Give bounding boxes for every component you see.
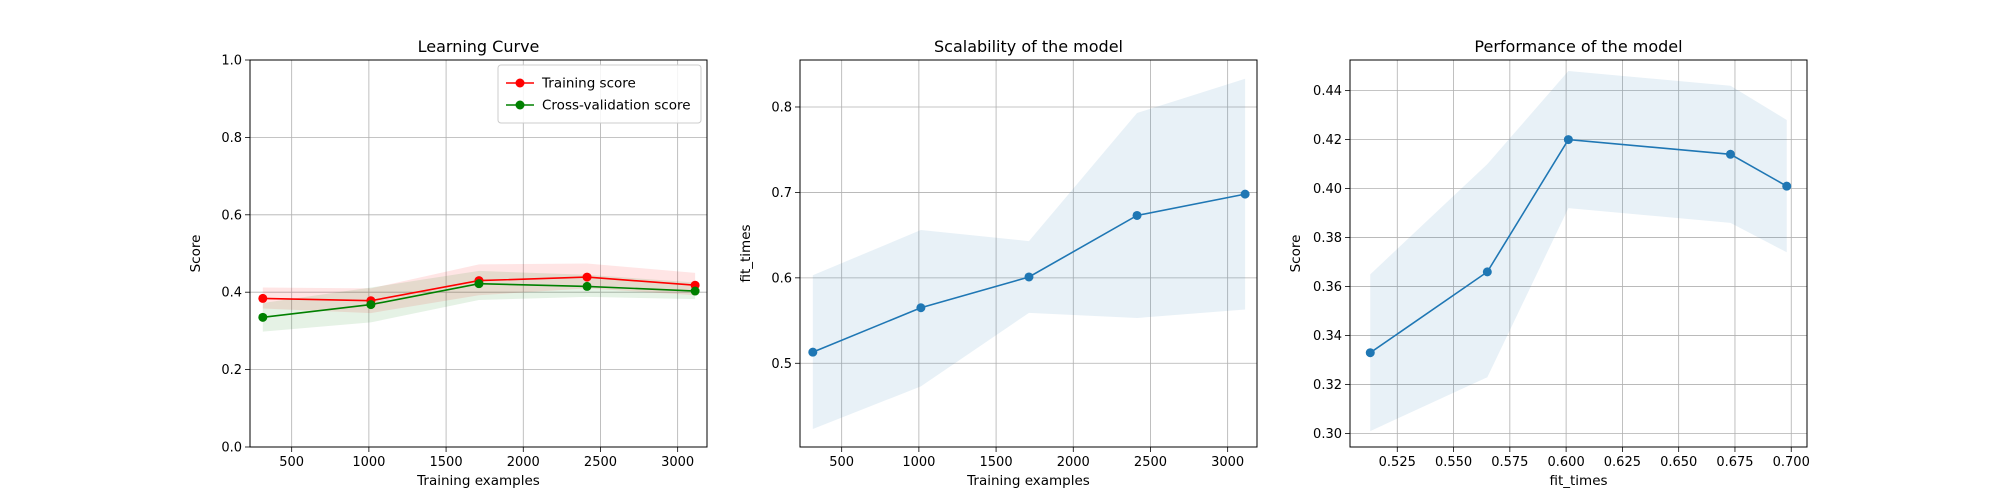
series-1-point	[1482, 267, 1492, 277]
series-1-point	[258, 293, 268, 303]
plot-area-frame	[1349, 59, 1808, 448]
y-tick-label: 0.44	[1313, 84, 1342, 99]
series-1-confidence-band	[812, 78, 1246, 430]
x-tick-label: 0.650	[1660, 455, 1697, 470]
x-tick-label: 2000	[507, 455, 540, 470]
x-axis-label: Training examples	[416, 473, 540, 489]
x-axis-label: Training examples	[966, 473, 1090, 489]
x-tick-label: 2500	[1134, 455, 1167, 470]
x-tick-label: 500	[829, 455, 854, 470]
legend-label-2: Cross-validation score	[542, 98, 691, 114]
legend-box	[497, 64, 702, 124]
series-1-point	[1132, 210, 1142, 220]
legend-marker-2	[515, 100, 525, 110]
chart-title: Learning Curve	[418, 37, 540, 56]
x-tick-label: 0.550	[1435, 455, 1472, 470]
x-tick-label: 2500	[584, 455, 617, 470]
y-tick-label: 1.0	[221, 54, 242, 69]
y-tick-label: 0.2	[221, 363, 242, 378]
chart-panel-1: 500 1000 1500 2000 2500 3000 0.0 0.2 0.4 0.6 0.8 1.…	[188, 37, 708, 489]
y-tick-label: 0.8	[771, 100, 792, 115]
y-axis-label: fit_times	[738, 224, 754, 282]
x-tick-label: 500	[279, 455, 304, 470]
series-1-point	[1365, 348, 1375, 358]
chart-title: Scalability of the model	[934, 37, 1123, 56]
series-1-point	[808, 347, 818, 357]
y-tick-label: 0.4	[221, 286, 242, 301]
plot-area-frame	[249, 59, 708, 448]
x-axis-label: fit_times	[1549, 473, 1607, 489]
x-tick-label: 1000	[352, 455, 385, 470]
series-1-confidence-band	[1370, 71, 1787, 432]
x-tick-label: 0.525	[1379, 455, 1416, 470]
x-tick-label: 0.675	[1716, 455, 1753, 470]
series-2-point	[258, 312, 268, 322]
y-tick-label: 0.36	[1313, 280, 1342, 295]
chart-panel-3: 0.525 0.550 0.575 0.600 0.625 0.650 0.675 0.700…	[1288, 37, 1810, 489]
x-tick-label: 0.700	[1773, 455, 1810, 470]
x-tick-label: 3000	[1211, 455, 1244, 470]
x-tick-label: 1500	[430, 455, 463, 470]
series-1-point	[1563, 135, 1573, 145]
y-tick-label: 0.40	[1313, 182, 1342, 197]
x-tick-label: 0.625	[1604, 455, 1641, 470]
x-tick-label: 0.600	[1548, 455, 1585, 470]
y-tick-label: 0.32	[1313, 378, 1342, 393]
series-2-point	[690, 286, 700, 296]
y-axis-label: Score	[1288, 235, 1304, 273]
y-tick-label: 0.8	[221, 131, 242, 146]
x-tick-label: 0.575	[1491, 455, 1528, 470]
legend-label-1: Training score	[541, 76, 636, 92]
series-2-point	[582, 281, 592, 291]
series-2-point	[366, 300, 376, 310]
legend: Training score Cross-validation score	[497, 64, 702, 124]
y-tick-label: 0.7	[771, 186, 792, 201]
legend-marker-1	[515, 78, 525, 88]
x-tick-label: 1500	[980, 455, 1013, 470]
y-tick-label: 0.42	[1313, 133, 1342, 148]
plot-area-frame	[799, 59, 1258, 448]
y-tick-label: 0.5	[771, 357, 792, 372]
series-1-point	[916, 303, 926, 313]
y-tick-label: 0.0	[221, 441, 242, 456]
series-1-point	[582, 272, 592, 282]
series-2-point	[474, 279, 484, 289]
x-tick-label: 3000	[661, 455, 694, 470]
chart-title: Performance of the model	[1474, 37, 1682, 56]
x-tick-label: 1000	[902, 455, 935, 470]
chart-panel-2: 500 1000 1500 2000 2500 3000 0.5 0.6 0.7 0.8 Scala…	[738, 37, 1258, 489]
x-tick-label: 2000	[1057, 455, 1090, 470]
y-tick-label: 0.38	[1313, 231, 1342, 246]
y-tick-label: 0.6	[221, 208, 242, 223]
series-1-point	[1782, 181, 1792, 191]
y-tick-label: 0.34	[1313, 329, 1342, 344]
y-tick-label: 0.30	[1313, 427, 1342, 442]
series-1-point	[1024, 272, 1034, 282]
y-axis-label: Score	[188, 235, 204, 273]
series-1-point	[1240, 189, 1250, 199]
y-tick-label: 0.6	[771, 271, 792, 286]
series-1-point	[1725, 149, 1735, 159]
